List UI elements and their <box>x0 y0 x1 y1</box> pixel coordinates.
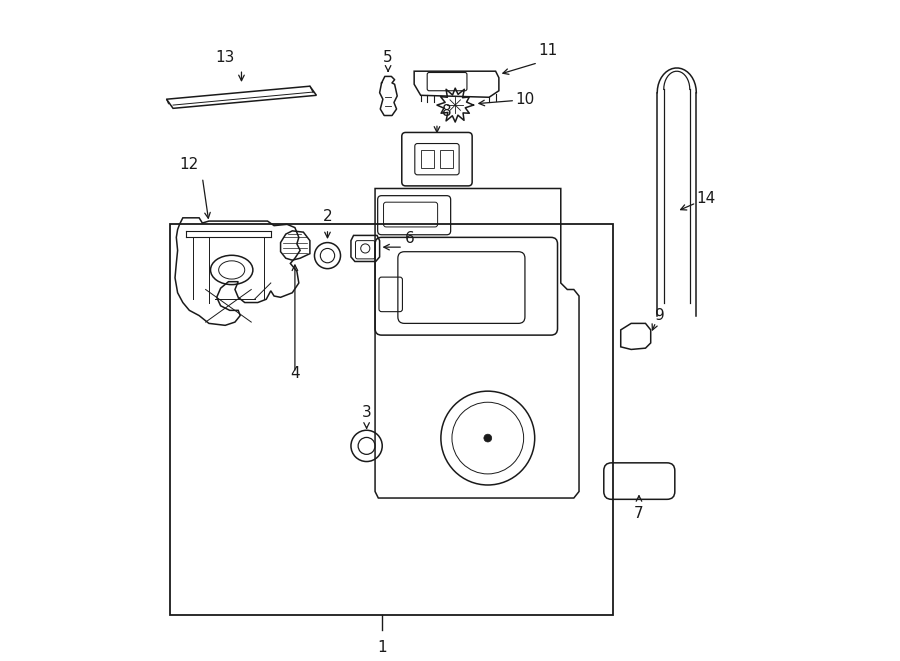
Text: 3: 3 <box>362 405 372 420</box>
Text: 6: 6 <box>404 231 414 246</box>
Text: 1: 1 <box>378 640 387 655</box>
Text: 13: 13 <box>215 50 235 65</box>
Circle shape <box>484 434 491 442</box>
Text: 9: 9 <box>655 308 665 323</box>
Text: 5: 5 <box>383 50 393 65</box>
Text: 4: 4 <box>290 366 300 381</box>
Bar <box>170 224 613 615</box>
Text: 7: 7 <box>634 506 644 521</box>
Text: 8: 8 <box>442 104 452 119</box>
Text: 11: 11 <box>538 43 557 58</box>
Text: 14: 14 <box>697 191 716 206</box>
Bar <box>439 150 453 169</box>
Bar <box>421 150 435 169</box>
Text: 12: 12 <box>180 157 199 173</box>
Text: 2: 2 <box>323 210 332 224</box>
Text: 10: 10 <box>515 92 535 106</box>
